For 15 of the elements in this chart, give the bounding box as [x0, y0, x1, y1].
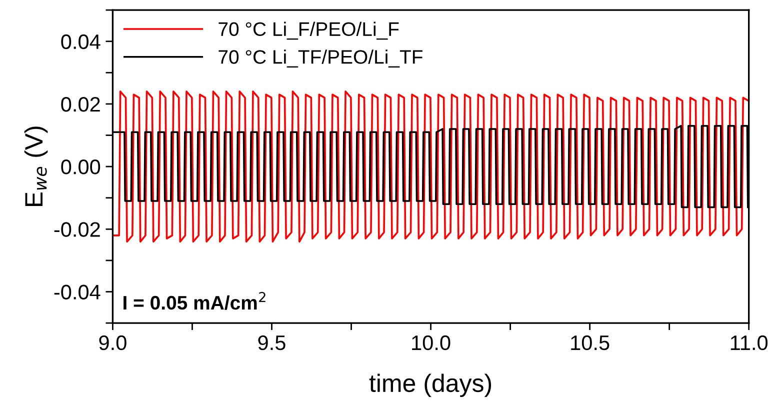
x-tick-label: 10.0 — [412, 335, 450, 350]
x-tick-label: 9.5 — [258, 335, 286, 350]
y-tick-label: 0.00 — [61, 160, 100, 174]
x-axis-title: time (days) — [369, 374, 492, 398]
y-tick-label: 0.02 — [61, 96, 100, 112]
legend-label: 70 °C Li_F/PEO/Li_F — [218, 22, 399, 40]
annotation: I = 0.05 mA/cm$^{2}$ — [124, 292, 266, 310]
y-tick-label: 0.04 — [61, 34, 100, 50]
legend-label: 70 °C Li_TF/PEO/Li_TF — [218, 50, 422, 68]
y-axis-title: E$_{we}$ (V) — [24, 126, 48, 206]
x-tick-label: 10.5 — [571, 335, 610, 350]
x-tick-label: 9.0 — [99, 335, 126, 350]
y-tick-label: -0.04 — [54, 284, 100, 300]
x-tick-label: 11.0 — [730, 335, 768, 350]
y-tick-label: -0.02 — [54, 222, 100, 237]
